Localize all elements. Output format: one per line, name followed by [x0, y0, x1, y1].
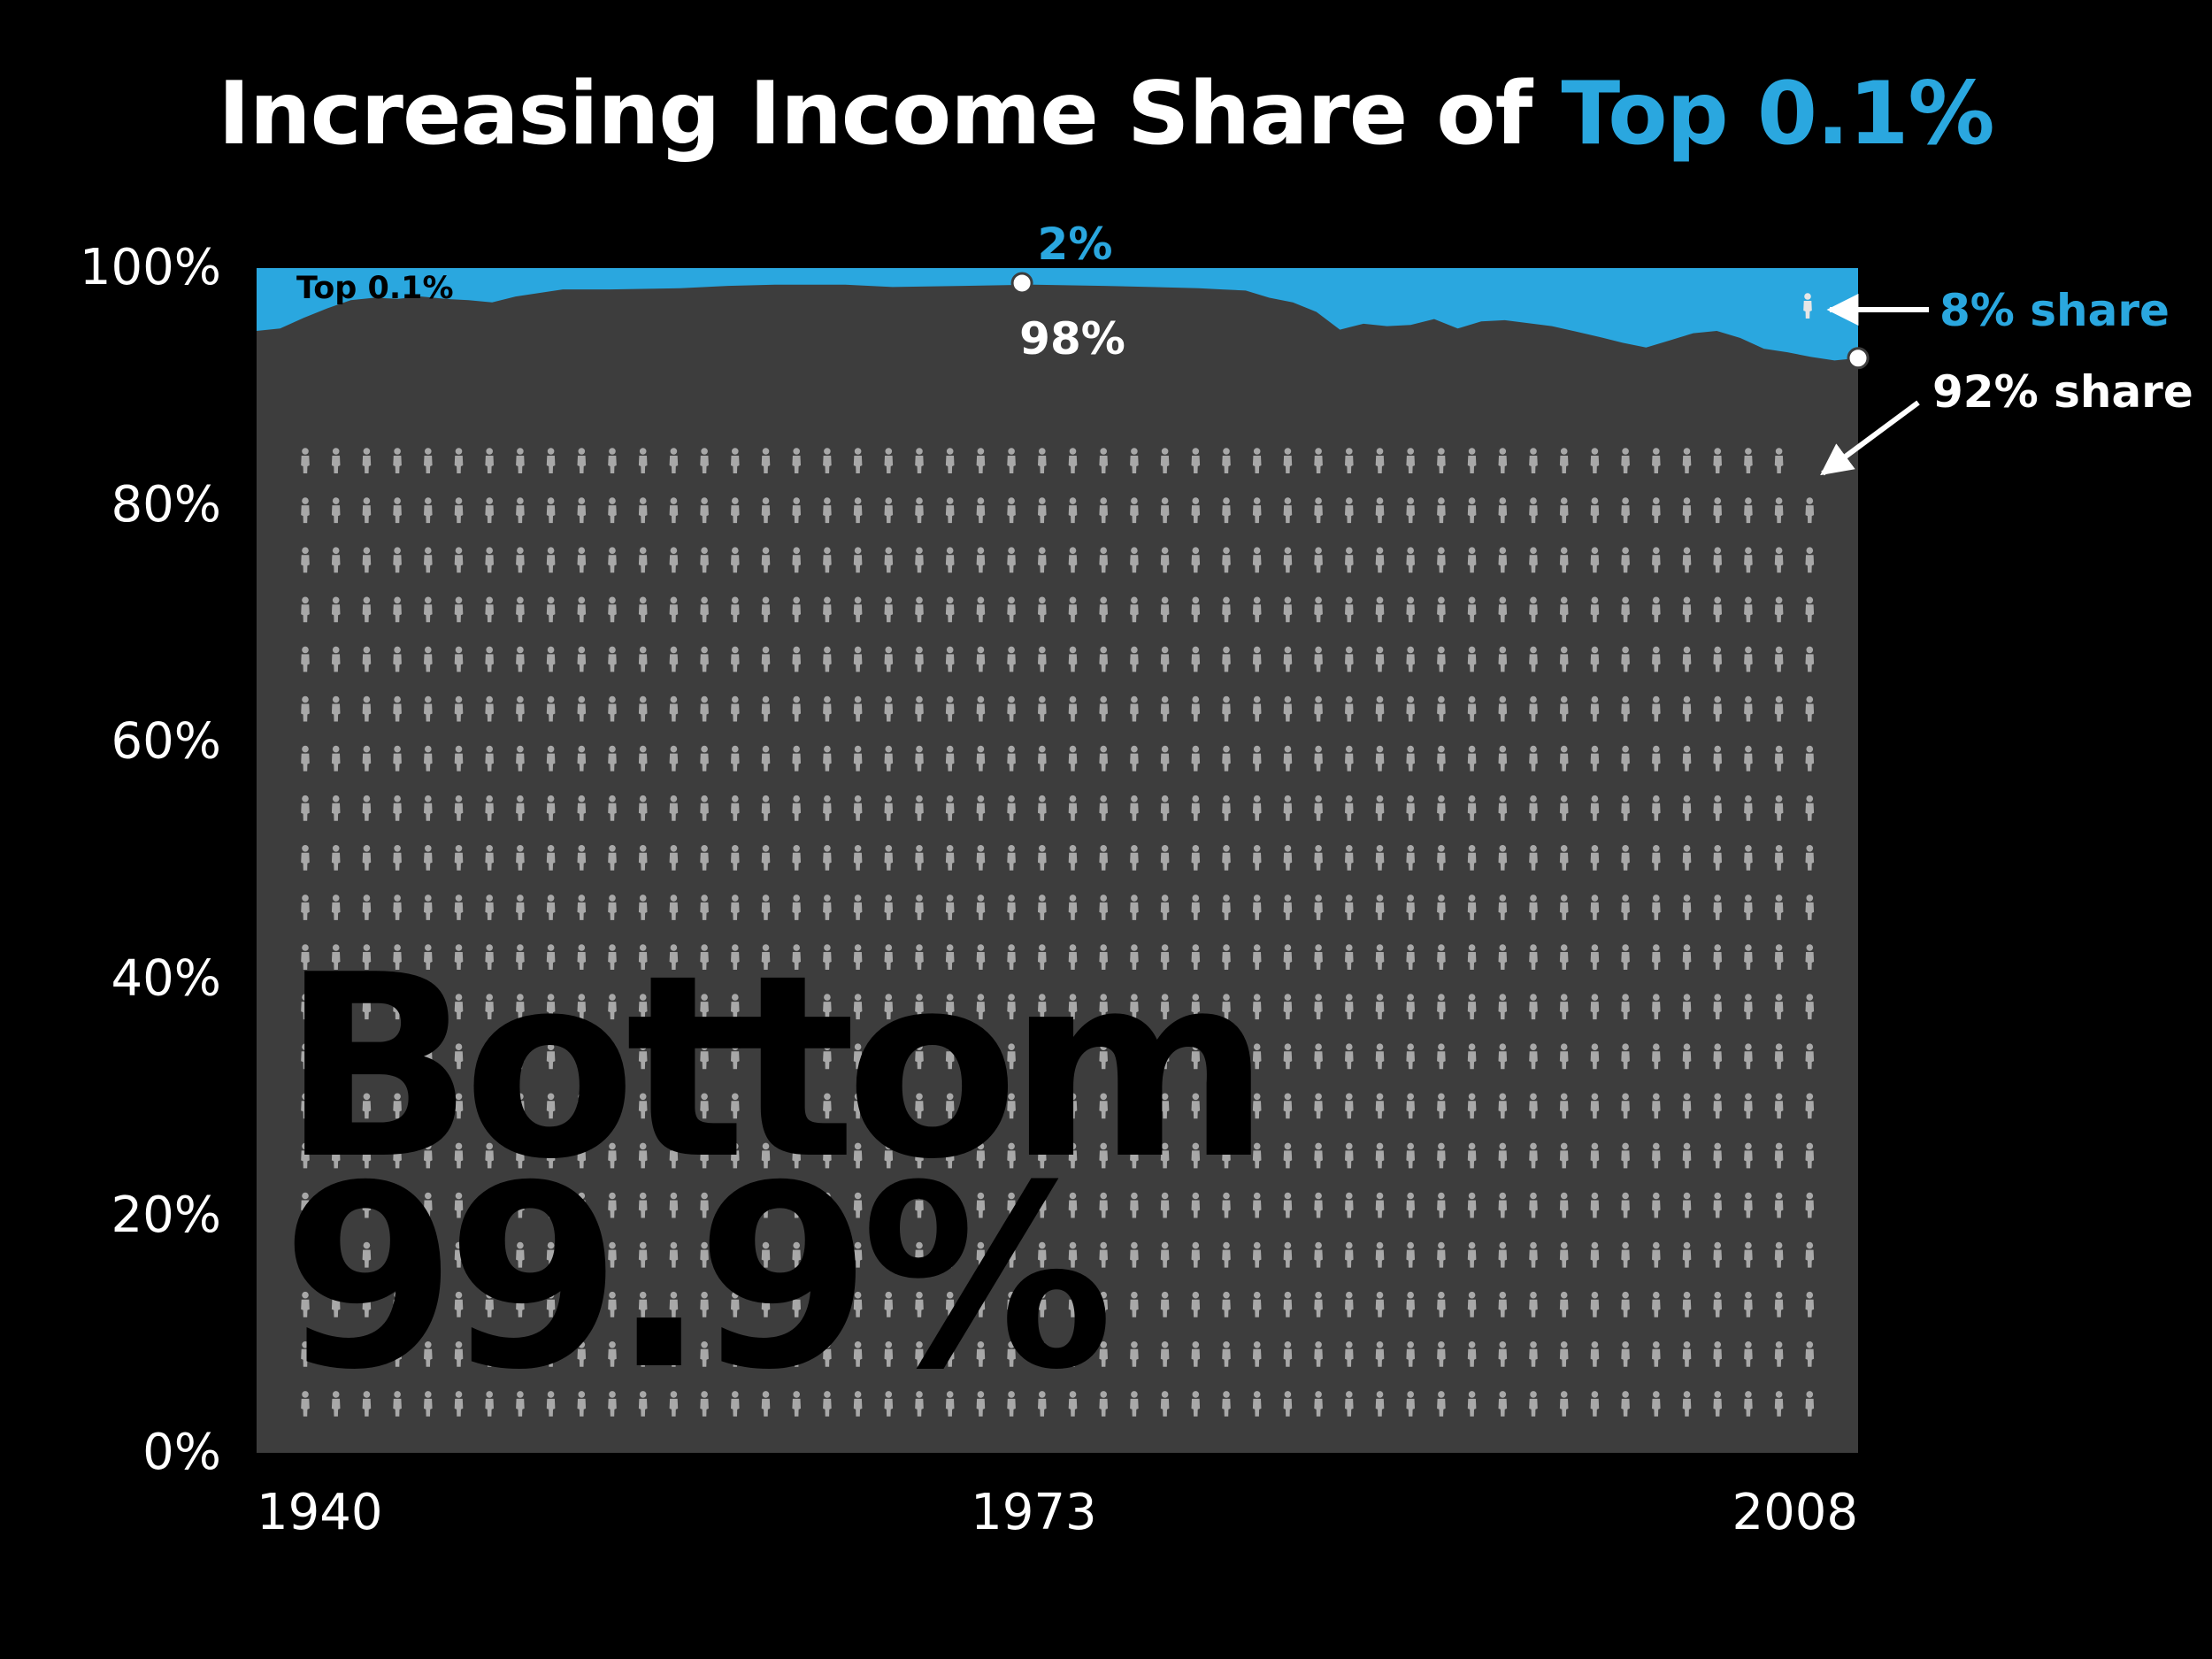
x-tick-label: 1973: [971, 1484, 1097, 1541]
arrow-92-percent: [1820, 400, 1920, 476]
top-area-label: Top 0.1%: [296, 271, 454, 306]
annotation-2008-bottom-share: 92% share: [1932, 366, 2193, 418]
annotation-2008-top-share: 8% share: [1939, 285, 2170, 336]
annotation-1973-bottom-share: 98%: [1019, 313, 1125, 365]
chart-title-prefix: Increasing Income Share of: [218, 64, 1562, 165]
chart-title-highlight: Top 0.1%: [1561, 64, 1994, 165]
y-tick-label: 20%: [111, 1187, 221, 1244]
marker-2008: [1847, 347, 1870, 370]
y-tick-label: 60%: [111, 713, 221, 771]
x-tick-label: 1940: [257, 1484, 383, 1541]
y-tick-label: 100%: [80, 239, 221, 296]
y-tick-label: 40%: [111, 949, 221, 1007]
y-tick-label: 0%: [142, 1424, 221, 1481]
chart-title: Increasing Income Share of Top 0.1%: [0, 64, 2212, 165]
y-tick-label: 80%: [111, 476, 221, 534]
bottom-area: [257, 284, 1858, 1454]
bottom-area-label-line1: Bottom: [281, 921, 1260, 1215]
bottom-area-label-line2: 99.9%: [281, 1132, 1110, 1425]
marker-1973: [1010, 272, 1033, 295]
y-axis: 0% 20% 40% 60% 80% 100%: [80, 239, 221, 1481]
x-tick-label: 2008: [1732, 1484, 1858, 1541]
annotation-1973-top-share: 2%: [1038, 219, 1113, 270]
x-axis: 1940 1973 2008: [257, 1484, 1858, 1541]
